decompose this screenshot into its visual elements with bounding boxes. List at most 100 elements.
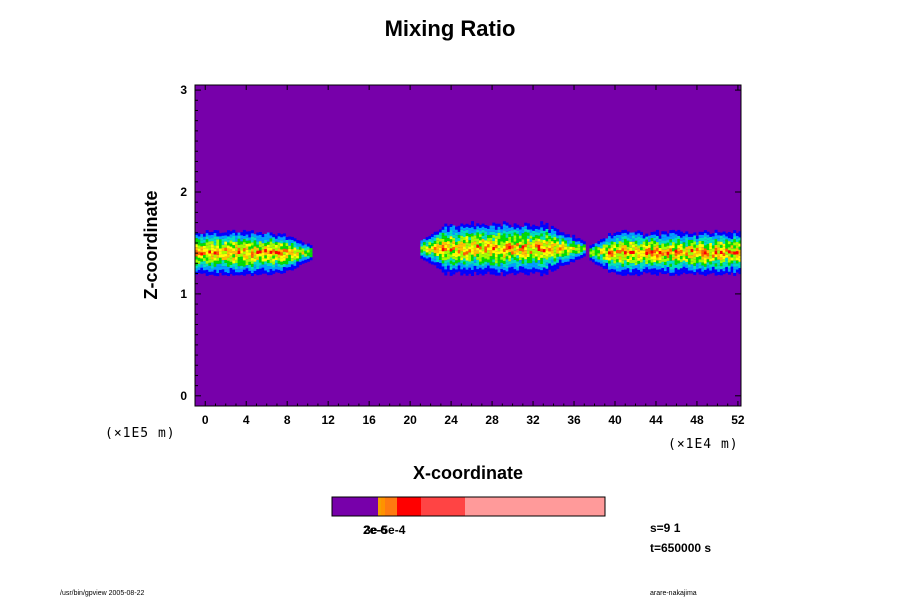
field-cell [516,236,520,240]
field-cell [664,255,667,259]
field-cell [510,257,514,261]
field-cell [494,260,498,264]
field-cell [505,228,509,232]
field-cell [621,233,625,237]
field-cell [634,271,638,275]
field-cell [277,248,281,252]
field-cell [447,238,450,242]
field-cell [487,259,490,263]
field-cell [577,247,581,251]
field-cell [235,244,238,248]
field-cell [642,259,646,263]
field-cell [280,264,284,268]
field-cell [460,223,464,227]
field-cell [290,267,294,271]
field-cell [242,229,246,233]
field-cell [548,245,552,249]
field-cell [447,262,450,266]
field-cell [653,268,657,272]
field-cell [497,263,501,267]
field-cell [618,262,622,266]
field-cell [632,266,635,270]
field-cell [280,249,284,253]
field-cell [618,253,622,257]
field-cell [264,240,268,243]
field-cell [513,238,517,242]
field-cell [298,252,302,256]
field-cell [452,228,456,232]
field-cell [674,231,678,235]
field-cell [648,260,651,264]
field-cell [232,229,236,233]
field-cell [553,249,557,253]
field-cell [553,230,557,234]
field-cell [208,244,212,248]
field-cell [205,257,209,261]
field-cell [616,256,619,260]
field-cell [476,253,480,257]
field-cell [213,257,217,261]
field-cell [518,257,522,260]
field-cell [468,252,472,256]
field-cell [719,250,723,254]
field-cell [195,262,198,266]
field-cell [436,246,440,250]
field-cell [550,253,554,257]
field-cell [582,244,586,248]
field-cell [550,265,554,269]
field-cell [460,272,464,276]
field-cell [221,241,225,245]
field-cell [592,250,596,254]
field-cell [277,254,281,258]
field-cell [213,233,217,237]
field-cell [605,253,609,257]
field-cell [510,266,514,270]
field-cell [269,272,273,276]
field-cell [497,235,501,239]
field-cell [460,232,464,236]
field-cell [637,257,641,261]
field-cell [264,264,268,268]
field-cell [280,234,284,238]
field-cell [449,224,453,227]
field-cell [274,241,278,245]
field-cell [500,262,504,266]
field-cell [476,266,480,270]
field-cell [266,250,270,254]
field-cell [449,245,453,249]
field-cell [556,259,560,263]
field-cell [529,241,533,245]
field-cell [709,243,713,246]
field-cell [618,232,622,235]
field-cell [532,270,536,274]
field-cell [610,259,614,263]
field-cell [618,250,622,254]
field-cell [248,243,252,247]
field-cell [656,269,659,273]
field-cell [616,268,619,272]
field-cell [219,236,222,240]
field-cell [227,260,230,264]
field-cell [518,266,522,270]
field-cell [197,251,201,255]
field-cell [441,257,445,261]
field-cell [542,270,546,274]
field-cell [642,266,646,269]
field-cell [701,238,705,241]
field-cell [227,270,230,273]
field-cell [484,270,488,274]
field-cell [518,229,522,233]
field-cell [463,224,466,228]
field-cell [685,271,689,275]
field-cell [487,244,490,248]
field-cell [592,247,596,251]
field-cell [224,266,228,270]
field-cell [460,260,464,264]
field-cell [714,254,718,258]
field-cell [425,258,429,262]
field-cell [733,269,737,273]
field-cell [574,244,578,248]
field-cell [564,243,568,247]
field-cell [526,266,530,270]
field-cell [232,266,236,270]
